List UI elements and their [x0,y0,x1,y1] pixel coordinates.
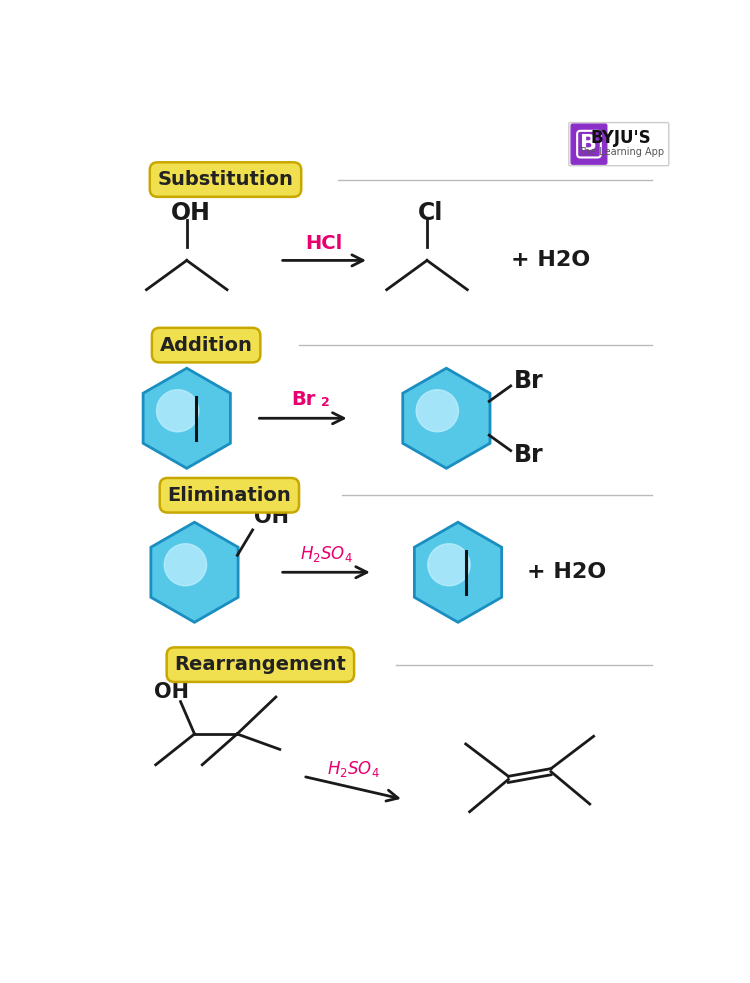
Text: OH: OH [154,681,189,702]
Text: + H2O: + H2O [526,562,606,582]
Text: Br: Br [514,370,544,393]
Polygon shape [414,522,502,622]
Text: HCl: HCl [305,234,343,253]
FancyBboxPatch shape [572,124,607,164]
Circle shape [157,389,199,432]
Text: OH: OH [171,201,211,225]
Text: Rearrangement: Rearrangement [175,655,346,674]
Text: $H_2SO_4$: $H_2SO_4$ [300,544,352,564]
FancyBboxPatch shape [568,123,669,166]
Text: B: B [580,134,598,154]
Text: Addition: Addition [160,335,253,355]
Circle shape [164,544,206,586]
Text: OH: OH [254,507,290,527]
Circle shape [427,544,470,586]
Polygon shape [151,522,238,622]
Polygon shape [143,369,230,468]
Text: Substitution: Substitution [158,170,293,189]
Text: The Learning App: The Learning App [578,146,664,157]
Text: Elimination: Elimination [167,486,291,504]
Text: Br: Br [514,443,544,467]
Text: $H_2SO_4$: $H_2SO_4$ [327,759,380,779]
Text: BYJU'S: BYJU'S [590,129,651,147]
Circle shape [416,389,458,432]
Text: Cl: Cl [419,201,443,225]
Polygon shape [403,369,490,468]
Text: + H2O: + H2O [512,251,591,270]
Text: Br: Br [291,389,315,409]
Text: 2: 2 [321,396,329,409]
